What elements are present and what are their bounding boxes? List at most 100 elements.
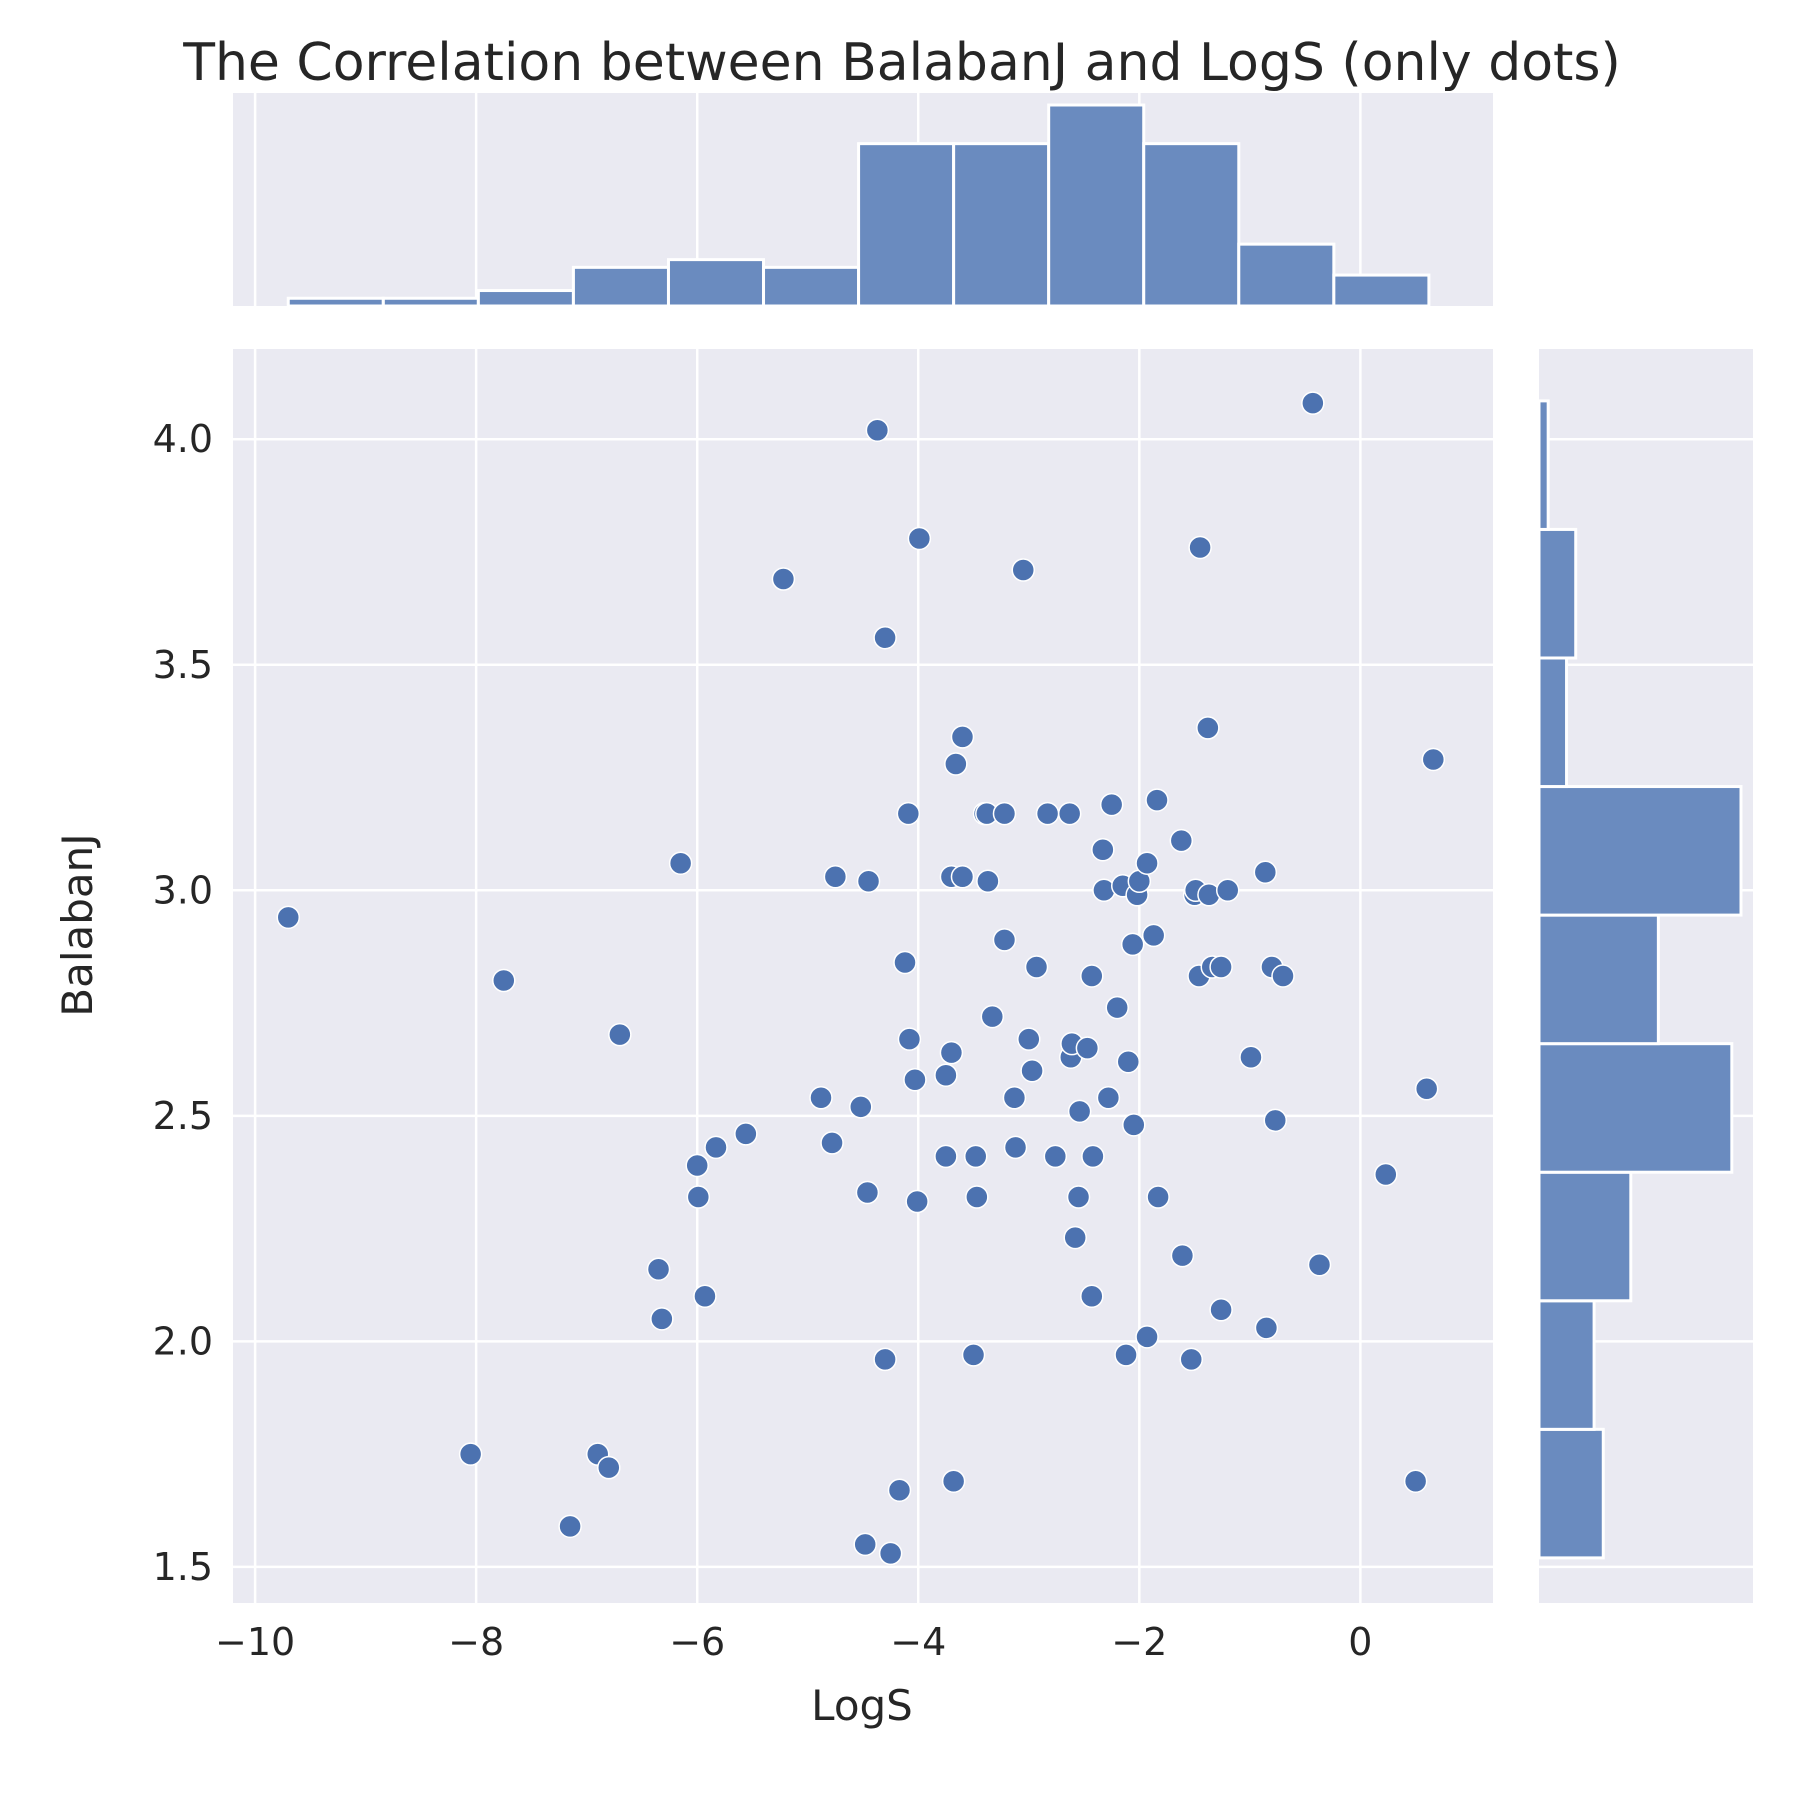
x-tick-label: −8 <box>448 1620 504 1664</box>
scatter-point <box>1080 1284 1104 1309</box>
scatter-point <box>934 1144 958 1169</box>
scatter-point <box>1096 1086 1121 1110</box>
y-tick-label: 1.5 <box>153 1545 213 1589</box>
y-tick-label: 2.0 <box>153 1319 213 1363</box>
scatter-point <box>1196 716 1220 740</box>
right-histogram-bar <box>1537 656 1569 789</box>
scatter-point <box>597 1455 621 1480</box>
scatter-point <box>873 625 897 650</box>
top-histogram-bar <box>762 265 861 308</box>
scatter-point <box>1067 1099 1092 1124</box>
chart-title: The Correlation between BalabanJ and Log… <box>182 33 1621 93</box>
scatter-point <box>1081 1144 1105 1169</box>
scatter-point <box>492 968 516 993</box>
scatter-point <box>1003 1135 1028 1160</box>
scatter-point <box>1135 851 1159 875</box>
scatter-point <box>965 1185 989 1209</box>
x-axis-title: LogS <box>811 1681 913 1730</box>
scatter-point <box>1099 792 1124 817</box>
scatter-point <box>1169 828 1194 853</box>
scatter-point <box>1135 1325 1159 1349</box>
scatter-point <box>873 1347 897 1372</box>
scatter-point <box>1122 1113 1146 1137</box>
scatter-point <box>950 865 975 889</box>
right-histogram-bar <box>1537 913 1660 1046</box>
scatter-point <box>734 1122 758 1146</box>
scatter-point <box>1421 747 1446 772</box>
y-tick-label: 3.5 <box>153 643 213 687</box>
scatter-point <box>980 1004 1005 1029</box>
x-tick-label: −10 <box>215 1620 295 1664</box>
x-tick-label: −6 <box>669 1620 725 1664</box>
top-marginal-bars <box>286 103 1431 308</box>
scatter-point <box>685 1153 709 1178</box>
scatter-point <box>1145 788 1169 812</box>
scatter-point <box>961 1343 986 1367</box>
scatter-point <box>849 1095 873 1119</box>
scatter-point <box>950 725 975 749</box>
scatter-point <box>1002 1086 1027 1110</box>
top-marginal-histogram <box>233 93 1493 308</box>
scatter-point <box>771 567 796 591</box>
scatter-point <box>976 869 1000 894</box>
right-histogram-bar <box>1537 1042 1734 1174</box>
scatter-point <box>903 1067 927 1092</box>
right-histogram-bar <box>1537 1427 1605 1560</box>
scatter-point <box>941 1469 966 1493</box>
x-tick-label: −4 <box>890 1620 946 1664</box>
right-marginal-histogram <box>1537 349 1753 1603</box>
scatter-point <box>1043 1144 1068 1169</box>
y-tick-label: 4.0 <box>153 417 213 461</box>
scatter-point <box>809 1086 833 1110</box>
top-histogram-bar <box>1142 142 1241 308</box>
scatter-point <box>1120 932 1145 957</box>
scatter-point <box>1271 964 1295 988</box>
right-histogram-bar <box>1537 785 1743 917</box>
scatter-point <box>1024 955 1049 979</box>
scatter-point <box>1091 837 1115 862</box>
right-histogram-bar <box>1537 1299 1596 1431</box>
scatter-point <box>856 869 881 894</box>
scatter-point <box>823 865 848 889</box>
top-histogram-bar <box>476 289 575 308</box>
scatter-point <box>963 1144 988 1169</box>
scatter-point <box>1188 535 1212 560</box>
scatter-panel <box>233 349 1493 1603</box>
scatter-point <box>686 1185 711 1209</box>
top-histogram-bar <box>1332 273 1431 308</box>
y-axis-ticks: 1.5 2.0 2.5 3.0 3.5 4.0 <box>153 417 213 1589</box>
top-histogram-bar <box>666 258 766 308</box>
top-histogram-bar <box>381 296 480 308</box>
scatter-point <box>992 801 1017 826</box>
x-axis-ticks: −10 −8 −6 −4 −2 0 <box>215 1620 1372 1664</box>
scatter-point <box>878 1541 903 1566</box>
scatter-point <box>887 1478 912 1502</box>
scatter-point <box>1105 995 1129 1020</box>
right-histogram-bar <box>1537 399 1550 531</box>
scatter-point <box>865 418 890 442</box>
scatter-point <box>646 1257 671 1281</box>
scatter-point <box>1253 860 1278 885</box>
scatter-point <box>1080 964 1104 988</box>
scatter-point <box>1075 1036 1100 1060</box>
top-histogram-bar <box>857 142 956 308</box>
scatter-point <box>905 1189 929 1214</box>
right-histogram-bar <box>1537 527 1578 660</box>
x-tick-label: 0 <box>1348 1620 1372 1664</box>
scatter-point <box>704 1135 728 1160</box>
scatter-point <box>1020 1058 1044 1083</box>
scatter-point <box>897 1027 922 1051</box>
scatter-point <box>1116 1049 1141 1074</box>
scatter-background <box>233 349 1493 1603</box>
scatter-point <box>458 1442 483 1466</box>
scatter-point <box>893 950 917 975</box>
scatter-points <box>276 391 1446 1566</box>
top-histogram-bar <box>1237 242 1336 308</box>
scatter-point <box>1307 1252 1332 1277</box>
scatter-point <box>1017 1027 1041 1051</box>
right-marginal-bars <box>1537 399 1743 1560</box>
y-axis-title: BalabanJ <box>53 833 102 1016</box>
scatter-point <box>1209 1298 1233 1322</box>
